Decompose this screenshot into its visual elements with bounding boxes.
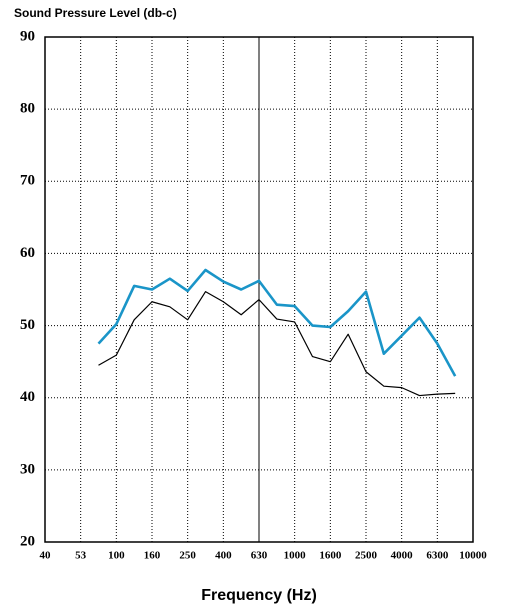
- y-tick-label: 70: [20, 173, 35, 189]
- x-axis-label: Frequency (Hz): [201, 587, 317, 604]
- y-tick-label: 80: [20, 101, 35, 117]
- x-tick-label: 1600: [319, 550, 342, 562]
- x-tick-label: 630: [251, 550, 268, 562]
- series-line: [98, 291, 456, 397]
- y-tick-label: 20: [20, 533, 35, 549]
- x-tick-label: 4000: [391, 550, 414, 562]
- y-tick-label: 50: [20, 317, 35, 333]
- x-tick-label: 100: [108, 550, 125, 562]
- chart-title: Sound Pressure Level (db-c): [14, 6, 177, 20]
- x-tick-label: 10000: [459, 550, 487, 562]
- series-line: [97, 268, 457, 377]
- y-tick-label: 30: [20, 461, 35, 477]
- x-tick-label: 2500: [355, 550, 378, 562]
- x-tick-label: 40: [40, 550, 52, 562]
- y-tick-label: 60: [20, 245, 35, 261]
- y-tick-label: 90: [20, 28, 35, 44]
- x-tick-label: 160: [144, 550, 161, 562]
- x-tick-label: 1000: [284, 550, 307, 562]
- y-tick-label: 40: [20, 389, 35, 405]
- x-tick-label: 6300: [426, 550, 449, 562]
- x-tick-label: 400: [215, 550, 232, 562]
- x-tick-label: 250: [179, 550, 196, 562]
- x-tick-label: 53: [75, 550, 87, 562]
- plot-frame: [44, 36, 474, 543]
